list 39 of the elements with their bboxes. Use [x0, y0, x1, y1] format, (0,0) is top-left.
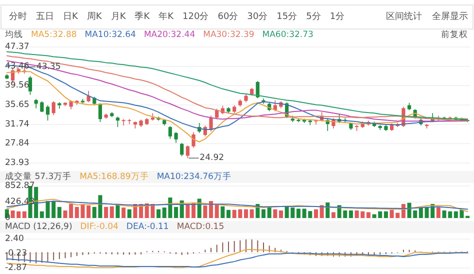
- category-label: 120分: [182, 11, 209, 22]
- series-label: 成交量 57.3万手: [5, 171, 72, 182]
- category-label: 15分: [276, 11, 298, 22]
- category-label: 季K: [134, 11, 151, 22]
- text: MA10:32.64: [84, 30, 136, 40]
- annotation: 24.92: [200, 153, 224, 164]
- text: MA20:32.44: [144, 30, 196, 40]
- text: MA10:234.76万手: [156, 171, 232, 182]
- text: MA60:32.73: [262, 30, 314, 40]
- text: DEA:-0.11: [126, 222, 169, 232]
- text: 前复权: [441, 29, 468, 40]
- chart-title: MACD (12,26,9): [5, 222, 72, 232]
- y-tick-label: 27.84: [5, 138, 30, 149]
- category-label: 分时: [9, 11, 27, 22]
- category-label: 月K: [110, 12, 127, 22]
- text: 全屏显示: [432, 11, 468, 22]
- y-tick-label: 47.37: [5, 42, 30, 52]
- category-label: 60分: [218, 11, 238, 22]
- y-tick-label: 23.93: [5, 158, 30, 168]
- legend-title: 均线: [4, 29, 23, 40]
- category-label: 日K: [63, 12, 79, 22]
- series-label: MACD:0.15: [176, 222, 224, 232]
- y-tick-label: 31.74: [5, 119, 30, 130]
- text: MA30:32.39: [203, 30, 254, 40]
- y-tick-label: 852.87: [5, 181, 35, 191]
- category-label: 五日: [36, 12, 54, 22]
- text: MA5:168.89万手: [80, 171, 149, 182]
- y-tick-label: -2.87: [5, 263, 27, 273]
- y-tick-label: 35.65: [5, 100, 30, 110]
- category-label: 年K: [158, 11, 175, 22]
- text: 区间统计: [386, 11, 422, 22]
- y-tick-label: 2.40: [5, 234, 24, 244]
- category-label: 30分: [247, 11, 268, 22]
- text: MA5:32.88: [31, 30, 77, 40]
- category-label: 5分: [306, 11, 321, 22]
- category-label: 1分: [330, 11, 345, 22]
- text: DIF:-0.04: [80, 222, 118, 232]
- y-tick-label: -0.23: [5, 248, 27, 258]
- category-label: 周K: [86, 11, 103, 22]
